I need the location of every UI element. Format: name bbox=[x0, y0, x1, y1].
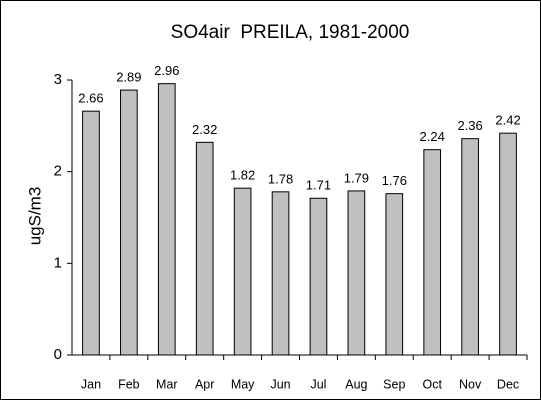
y-axis-label: ugS/m3 bbox=[25, 187, 44, 246]
value-label: 2.32 bbox=[192, 122, 217, 137]
value-label: 2.36 bbox=[457, 118, 482, 133]
value-label: 1.76 bbox=[382, 173, 407, 188]
bar bbox=[423, 149, 442, 356]
x-tick-label: Jan bbox=[81, 377, 101, 391]
x-tick-label: Oct bbox=[422, 377, 442, 391]
value-label: 2.96 bbox=[154, 63, 179, 78]
bar bbox=[233, 187, 252, 356]
bar bbox=[120, 89, 138, 356]
value-label: 1.78 bbox=[268, 171, 293, 186]
x-tick-label: Mar bbox=[156, 377, 178, 391]
x-tick-label: Jun bbox=[270, 377, 290, 391]
bar bbox=[461, 138, 479, 356]
x-tick-label: Dec bbox=[497, 377, 519, 391]
value-label: 1.71 bbox=[306, 178, 331, 193]
x-tick-label: Sep bbox=[383, 377, 405, 391]
value-label: 2.42 bbox=[495, 113, 520, 128]
x-tick-label: May bbox=[231, 377, 255, 391]
chart-title: SO4air PREILA, 1981-2000 bbox=[171, 22, 410, 43]
y-tick-label: 1 bbox=[54, 254, 62, 271]
x-tick-label: Aug bbox=[345, 377, 367, 391]
value-label: 1.82 bbox=[230, 168, 255, 183]
bar bbox=[499, 132, 517, 356]
y-tick-label: 0 bbox=[54, 346, 62, 363]
bar bbox=[309, 197, 328, 356]
bar bbox=[82, 110, 100, 356]
x-tick-label: Feb bbox=[118, 377, 140, 391]
bar bbox=[157, 83, 176, 356]
y-tick-label: 3 bbox=[54, 71, 62, 88]
bar bbox=[271, 191, 290, 356]
bar bbox=[195, 141, 214, 356]
x-tick-label: Jul bbox=[310, 377, 326, 391]
value-label: 2.66 bbox=[78, 91, 103, 106]
value-label: 2.89 bbox=[116, 70, 141, 85]
y-tick-label: 2 bbox=[54, 163, 62, 180]
value-label: 1.79 bbox=[344, 170, 369, 185]
bar bbox=[385, 193, 404, 356]
bar bbox=[347, 190, 366, 356]
x-tick-label: Nov bbox=[459, 377, 482, 391]
x-tick-label: Apr bbox=[195, 377, 214, 391]
value-label: 2.24 bbox=[420, 129, 445, 144]
